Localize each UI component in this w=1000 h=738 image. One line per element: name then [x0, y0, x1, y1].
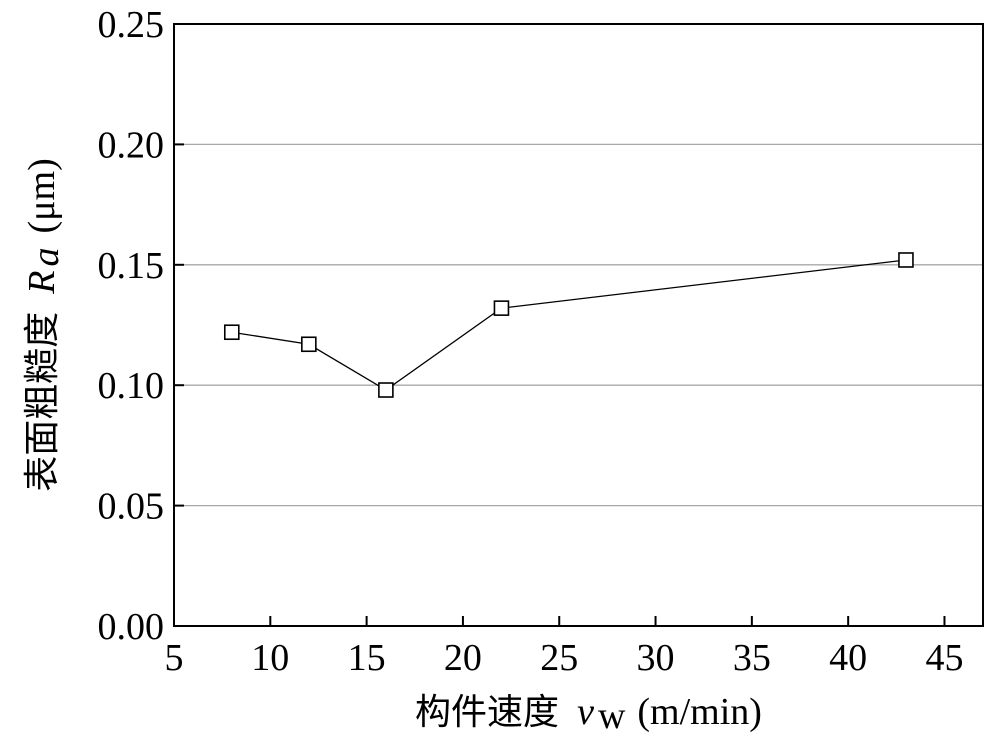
data-point-marker	[494, 301, 508, 315]
y-tick-label: 0.20	[98, 124, 165, 166]
y-axis-label-text: 表面粗糙度	[22, 312, 63, 492]
data-point-marker	[899, 253, 913, 267]
x-tick-label: 45	[925, 637, 963, 679]
grid-lines	[174, 144, 983, 505]
series-line	[232, 260, 906, 390]
x-tick-label: 35	[733, 637, 771, 679]
x-tick-label: 30	[637, 637, 675, 679]
y-tick-label: 0.05	[98, 486, 165, 528]
data-point-marker	[225, 325, 239, 339]
x-axis-label-unit: (m/min)	[637, 691, 762, 733]
x-tick-label: 20	[444, 637, 482, 679]
x-tick-label: 5	[165, 637, 184, 679]
x-tick-label: 15	[348, 637, 386, 679]
y-tick-label: 0.10	[98, 365, 165, 407]
y-axis-ticks: 0.00 0.05 0.10 0.15 0.20 0.25	[98, 4, 185, 648]
data-point-marker	[302, 337, 316, 351]
data-point-marker	[379, 383, 393, 397]
series-group	[225, 253, 913, 397]
y-axis-label: 表面粗糙度 R a (μm)	[21, 158, 67, 491]
x-tick-label: 40	[829, 637, 867, 679]
y-axis-label-symbol: R	[21, 271, 63, 295]
plot-frame	[174, 24, 983, 626]
x-tick-label: 25	[540, 637, 578, 679]
y-tick-label: 0.25	[98, 4, 165, 46]
x-axis-label-text: 构件速度	[415, 692, 559, 733]
x-axis-label: 构件速度 v w (m/min)	[415, 691, 762, 737]
x-axis-label-symbol: v	[577, 691, 594, 733]
y-tick-label: 0.00	[98, 606, 165, 648]
x-axis-label-subscript: w	[598, 695, 626, 737]
y-tick-label: 0.15	[98, 245, 165, 287]
y-axis-label-subscript: a	[25, 248, 67, 267]
x-tick-label: 10	[251, 637, 289, 679]
chart: 51015202530354045 0.000.050.100.150.200.…	[0, 0, 1000, 738]
y-axis-label-unit: (μm)	[21, 158, 63, 233]
